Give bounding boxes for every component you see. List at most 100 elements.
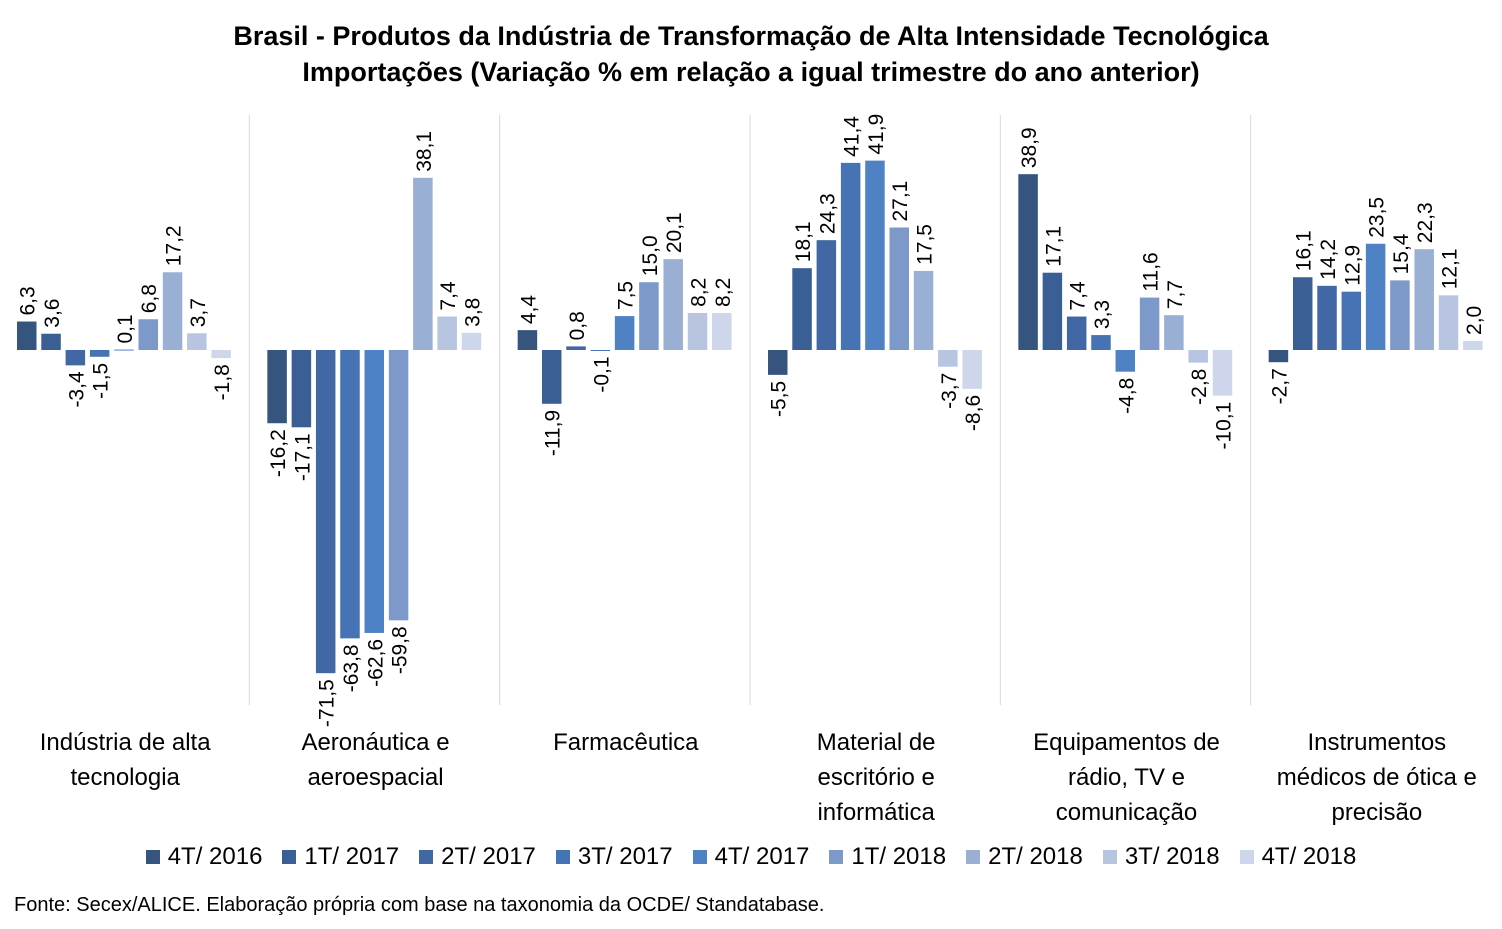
bar — [291, 350, 312, 428]
data-label: 17,2 — [163, 225, 186, 266]
bar — [315, 350, 336, 674]
legend-label: 3T/ 2017 — [577, 843, 673, 870]
data-label: 6,3 — [17, 286, 40, 315]
data-label: 3,7 — [187, 298, 210, 327]
data-label: -2,7 — [1268, 368, 1291, 404]
category-label: Farmacêutica — [553, 729, 699, 756]
bar — [1365, 243, 1386, 350]
bar — [517, 330, 538, 350]
bar — [1164, 315, 1184, 350]
legend-item: 1T/ 2017 — [282, 843, 399, 871]
data-label: -1,5 — [90, 363, 113, 399]
chart-title-block: Brasil - Produtos da Indústria de Transf… — [0, 18, 1502, 90]
bar — [1115, 350, 1136, 372]
bar — [1438, 295, 1459, 350]
bar — [1341, 291, 1362, 350]
source-note: Fonte: Secex/ALICE. Elaboração própria c… — [14, 894, 825, 916]
bar — [1139, 297, 1160, 350]
bar — [413, 177, 433, 350]
category-label: aeroespacial — [307, 764, 443, 791]
bar — [211, 350, 231, 359]
category-label: rádio, TV e — [1068, 764, 1185, 791]
bar — [1066, 316, 1087, 350]
bar — [461, 332, 482, 350]
data-label: 20,1 — [663, 212, 686, 253]
data-label: 27,1 — [889, 181, 912, 222]
bar — [1292, 277, 1313, 350]
bar — [962, 350, 982, 389]
data-label: 0,8 — [566, 311, 589, 340]
data-label: 15,0 — [639, 235, 662, 276]
bar — [566, 346, 586, 350]
legend-label: 4T/ 2017 — [714, 843, 810, 870]
legend-item: 3T/ 2018 — [1102, 843, 1220, 871]
data-label: 24,3 — [816, 193, 839, 234]
data-label: 17,5 — [914, 224, 937, 265]
bar — [816, 240, 837, 350]
data-label: -8,6 — [962, 395, 985, 431]
data-label: -71,5 — [316, 679, 339, 727]
bar — [938, 350, 958, 367]
bar — [639, 282, 659, 350]
legend-item: 1T/ 2018 — [829, 843, 946, 871]
bar — [1042, 272, 1063, 350]
legend-swatch — [1102, 850, 1117, 864]
bar — [437, 316, 457, 350]
data-label: 12,9 — [1341, 245, 1364, 286]
category-label: Instrumentos — [1307, 729, 1446, 756]
data-label: 0,1 — [114, 314, 137, 343]
data-label: -0,1 — [590, 356, 613, 392]
data-label: -5,5 — [768, 381, 791, 417]
data-label: -16,2 — [267, 429, 290, 477]
data-label: 16,1 — [1293, 230, 1316, 271]
data-label: 17,1 — [1042, 226, 1065, 267]
data-label: 3,3 — [1091, 300, 1114, 329]
legend-item: 4T/ 2018 — [1239, 843, 1357, 871]
data-label: 23,5 — [1366, 197, 1389, 238]
data-label: 7,4 — [437, 281, 460, 311]
data-label: 6,8 — [138, 284, 161, 313]
bar — [1212, 350, 1233, 396]
bar — [1317, 285, 1337, 350]
data-label: 11,6 — [1140, 252, 1163, 291]
bar — [187, 333, 207, 350]
bar — [114, 349, 134, 351]
data-label: 3,6 — [41, 299, 64, 328]
bar — [687, 312, 708, 350]
bar — [712, 312, 732, 350]
legend-label: 4T/ 2018 — [1261, 843, 1357, 870]
legend-swatch — [1239, 850, 1254, 864]
bar — [663, 259, 683, 350]
data-label: 38,9 — [1018, 127, 1041, 168]
chart-title: Brasil - Produtos da Indústria de Transf… — [233, 21, 1269, 51]
legend-label: 3T/ 2018 — [1124, 843, 1220, 870]
bar — [65, 350, 86, 366]
legend-item: 2T/ 2018 — [966, 843, 1083, 871]
bar — [1188, 350, 1208, 363]
data-label: -10,1 — [1212, 402, 1235, 450]
legend-item: 2T/ 2017 — [419, 843, 536, 871]
legend-item: 3T/ 2017 — [555, 843, 673, 871]
category-label: Material de — [817, 729, 936, 756]
legend-swatch — [145, 850, 160, 864]
legend-swatch — [829, 850, 844, 864]
data-label: 8,2 — [688, 278, 711, 307]
category-label: comunicação — [1056, 799, 1197, 826]
bar — [1091, 335, 1111, 350]
data-label: 7,4 — [1067, 281, 1090, 311]
bar — [1268, 350, 1289, 363]
data-label: -2,8 — [1188, 369, 1211, 405]
data-label: 12,1 — [1439, 248, 1462, 289]
legend-label: 1T/ 2017 — [304, 843, 400, 870]
bar — [792, 268, 812, 350]
bar — [267, 350, 287, 424]
data-label: -17,1 — [291, 433, 314, 481]
bar — [1390, 280, 1410, 350]
bar — [1414, 249, 1434, 350]
category-label: tecnologia — [70, 764, 180, 791]
data-label: 22,3 — [1414, 202, 1437, 243]
bar — [889, 227, 909, 350]
bar — [840, 162, 861, 350]
bar — [138, 319, 158, 350]
